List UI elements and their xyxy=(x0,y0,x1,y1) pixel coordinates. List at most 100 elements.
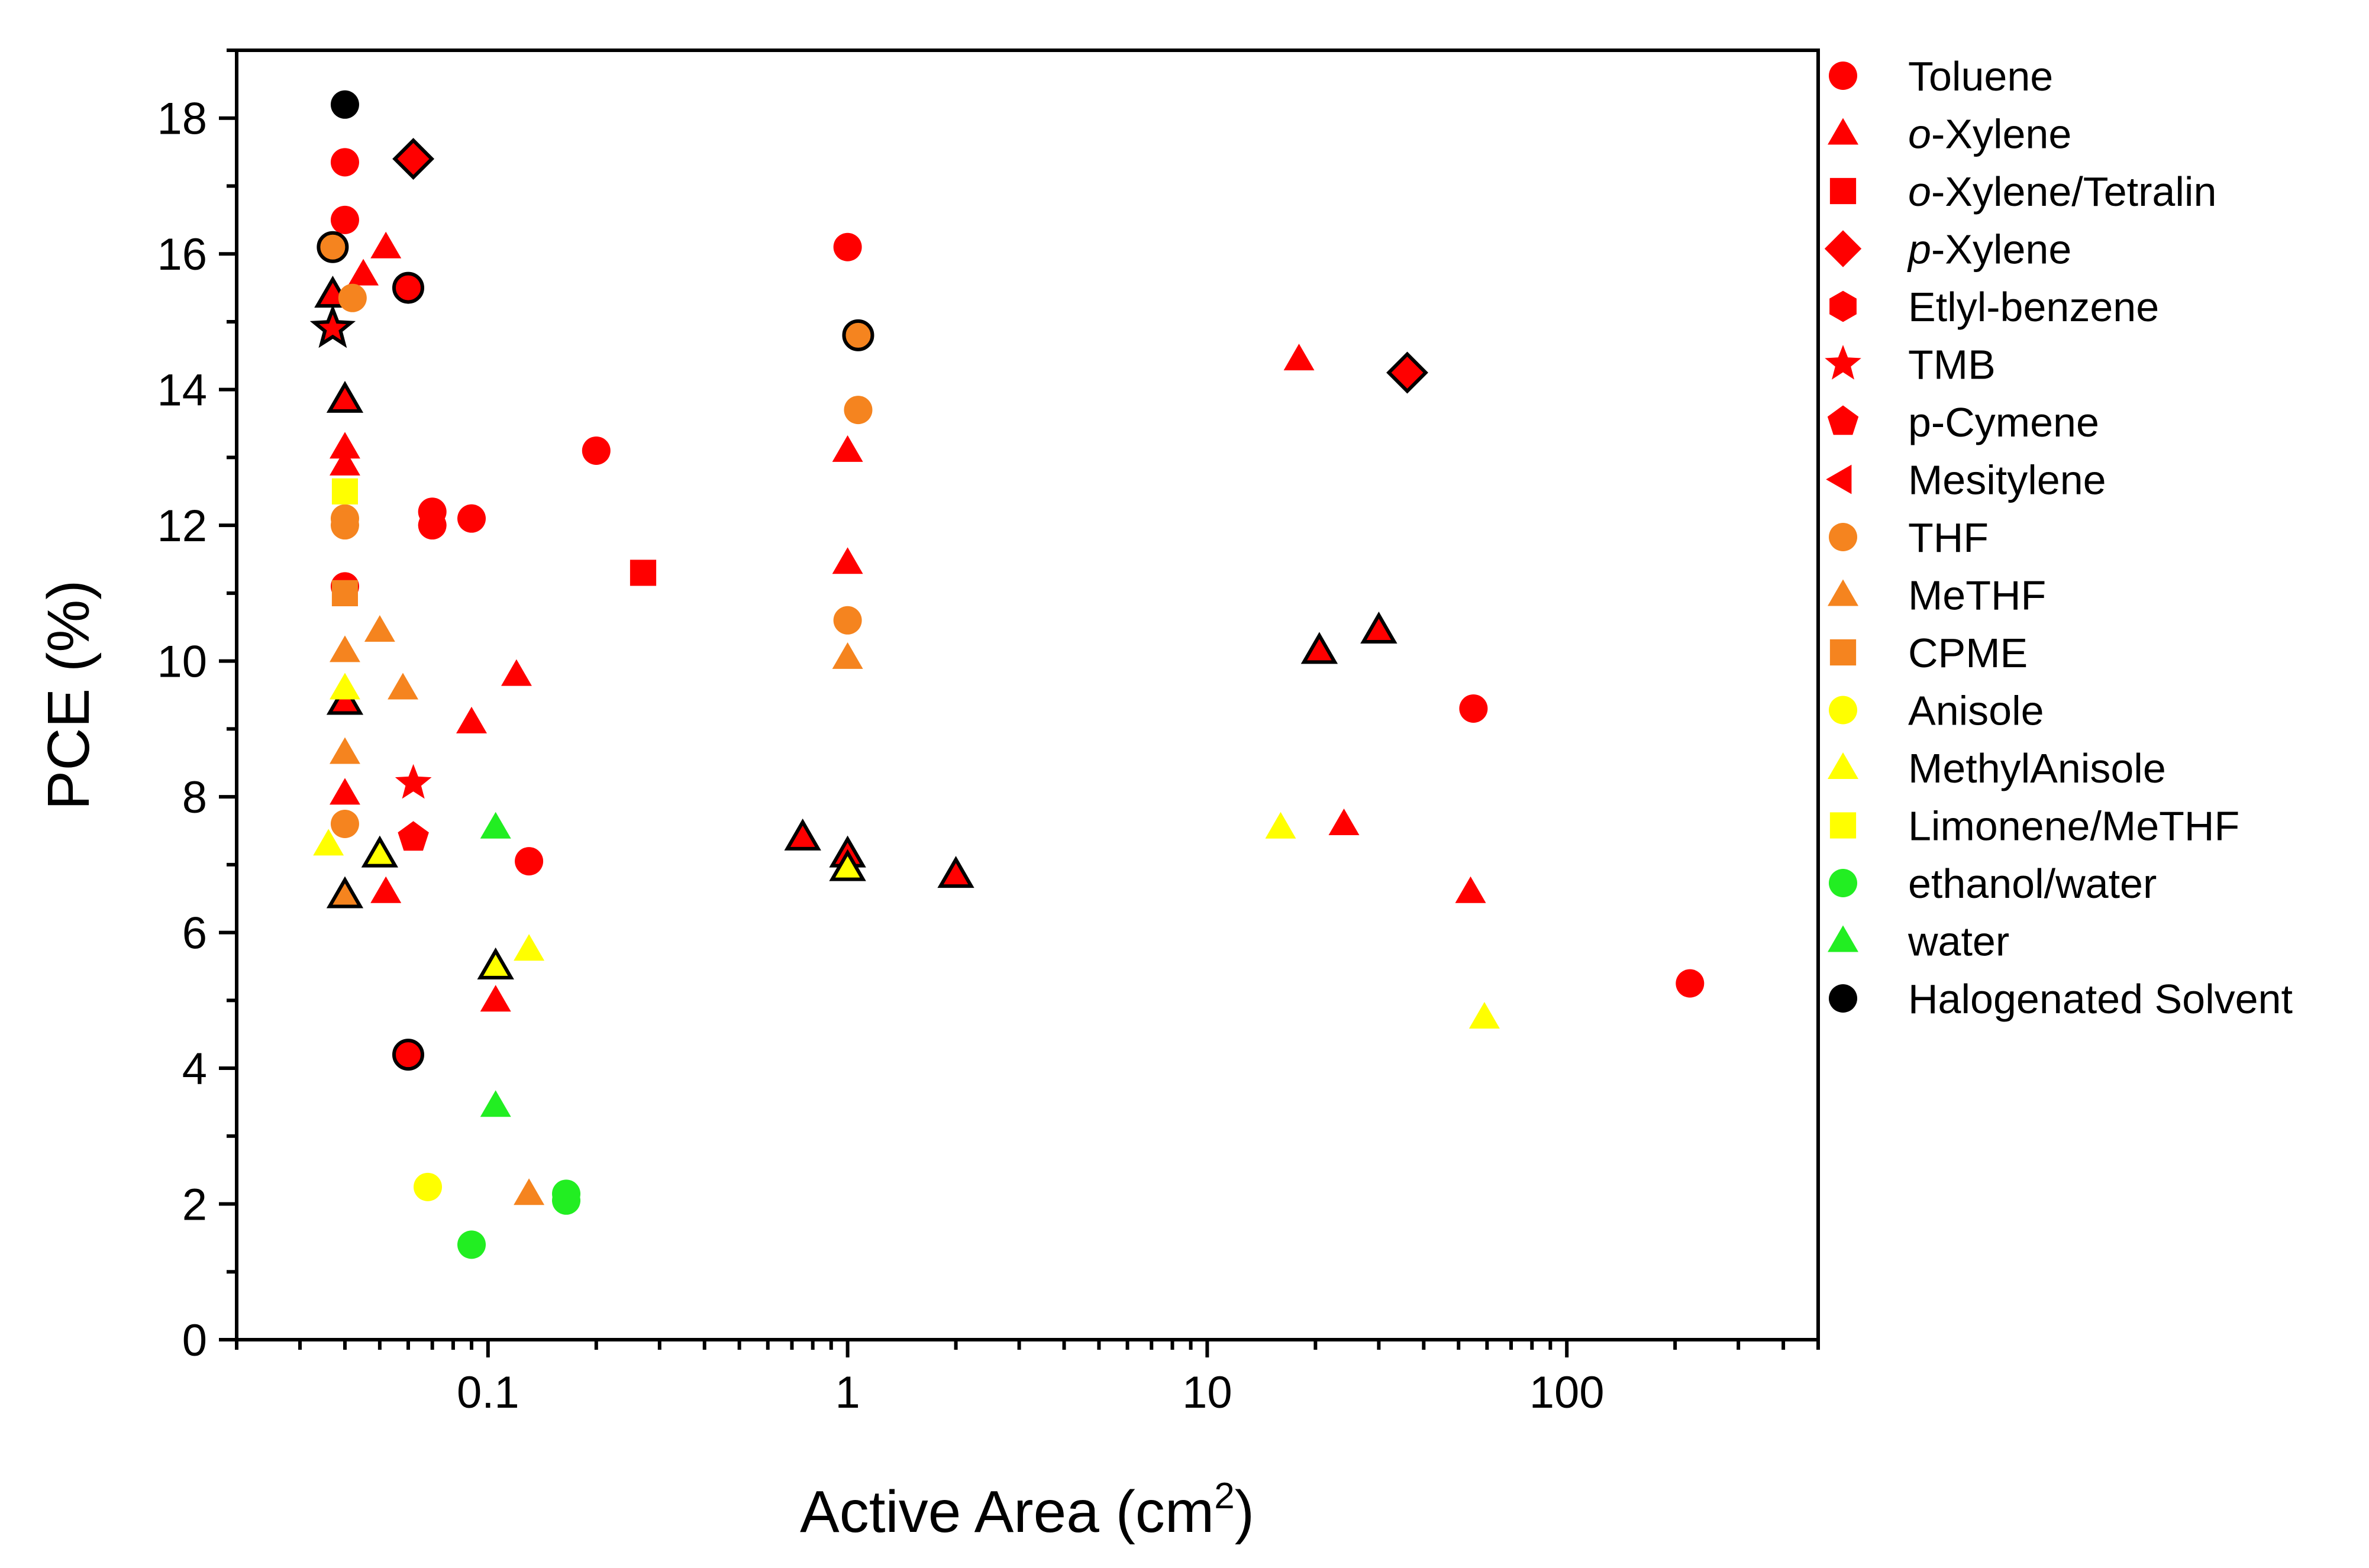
data-point-methylanisole xyxy=(1265,812,1296,839)
legend-label-italic: p xyxy=(1907,227,1931,273)
y-axis-title: PCE (%) xyxy=(35,580,102,810)
legend-marker-o-xylene xyxy=(1828,118,1858,145)
data-point-methf xyxy=(364,615,395,642)
data-point-methf xyxy=(330,737,360,764)
data-point-o-xylene xyxy=(330,778,360,805)
data-point-o-xylene xyxy=(937,856,974,888)
legend-label-methylanisole: MethylAnisole xyxy=(1908,745,2166,791)
x-axis-title-main: Active Area (cm xyxy=(800,1479,1214,1545)
data-point-o-xylene xyxy=(330,448,360,476)
legend-label-etlyl-benzene: Etlyl-benzene xyxy=(1908,284,2159,330)
data-point-methf xyxy=(832,642,863,669)
data-point-methylanisole xyxy=(361,835,398,868)
data-point-methylanisole xyxy=(477,947,514,979)
x-axis-title-close: ) xyxy=(1235,1479,1254,1545)
legend-marker-methylanisole xyxy=(1828,752,1858,779)
legend-label-p-xylene: p-Xylene xyxy=(1907,227,2071,273)
legend-marker-cpme xyxy=(1829,639,1857,666)
data-point-methylanisole xyxy=(313,829,344,856)
x-tick-label: 0.1 xyxy=(457,1367,519,1418)
x-tick-label: 100 xyxy=(1529,1367,1605,1418)
data-point-o-xylene xyxy=(1360,612,1397,644)
y-tick-label: 0 xyxy=(182,1315,207,1366)
data-point-o-xylene xyxy=(370,876,402,903)
data-point-thf xyxy=(330,810,359,838)
legend-label-halogenated-solvent: Halogenated Solvent xyxy=(1908,976,2293,1022)
legend-marker-tmb xyxy=(1825,345,1861,380)
y-tick-label: 12 xyxy=(157,501,207,551)
data-point-toluene xyxy=(392,1039,424,1071)
legend-label-cpme: CPME xyxy=(1908,630,2028,676)
x-axis-title: Active Area (cm2) xyxy=(800,1476,1254,1545)
data-point-toluene xyxy=(833,232,862,261)
x-tick-label: 1 xyxy=(835,1367,860,1418)
legend-marker-halogenated-solvent xyxy=(1829,984,1857,1013)
data-point-toluene xyxy=(330,148,359,177)
data-point-p-cymene xyxy=(398,821,429,851)
y-tick-label: 14 xyxy=(157,366,207,416)
data-point-thf xyxy=(844,396,873,425)
legend-label-ethanol-water: ethanol/water xyxy=(1908,861,2157,907)
data-point-toluene xyxy=(418,511,447,540)
legend-label-rest: -Xylene xyxy=(1931,111,2071,157)
legend-marker-ethanol-water xyxy=(1829,869,1857,897)
data-points xyxy=(309,90,1705,1259)
data-point-cpme xyxy=(331,580,358,606)
legend-marker-p-cymene xyxy=(1827,405,1859,435)
legend-label-tmb: TMB xyxy=(1908,342,1996,388)
data-point-o-xylene xyxy=(784,818,821,851)
data-point-thf xyxy=(338,283,367,312)
data-point-o-xylene xyxy=(1455,876,1486,903)
data-point-o-xylene xyxy=(1328,809,1360,835)
data-point-anisole xyxy=(414,1172,443,1201)
data-point-methylanisole xyxy=(330,673,360,700)
legend-marker-methf xyxy=(1828,579,1858,606)
y-tick-label: 18 xyxy=(157,94,207,144)
data-point-ethanol-water xyxy=(457,1230,486,1259)
data-point-o-xylene xyxy=(456,706,487,733)
legend-marker-limonene-methf xyxy=(1829,812,1857,839)
legend-marker-etlyl-benzene xyxy=(1829,290,1857,322)
data-point-toluene xyxy=(1676,969,1705,998)
data-point-methylanisole xyxy=(514,934,545,961)
legend-marker-thf xyxy=(1829,523,1857,551)
data-point-o-xylene-tetralin xyxy=(630,560,657,586)
y-tick-label: 8 xyxy=(182,772,207,823)
data-point-water xyxy=(480,1090,511,1117)
y-tick-label: 6 xyxy=(182,909,207,959)
data-point-thf xyxy=(833,606,862,635)
legend: Tolueneo-Xyleneo-Xylene/Tetralinp-Xylene… xyxy=(1824,53,2293,1022)
legend-label-o-xylene: o-Xylene xyxy=(1908,111,2071,157)
data-point-thf xyxy=(330,511,359,540)
legend-marker-anisole xyxy=(1829,696,1857,725)
y-tick-label: 16 xyxy=(157,229,207,280)
legend-label-anisole: Anisole xyxy=(1908,688,2044,734)
data-point-methf xyxy=(326,876,364,909)
data-point-thf xyxy=(317,231,349,263)
data-point-o-xylene xyxy=(348,258,379,286)
data-point-tmb xyxy=(395,764,432,799)
data-point-toluene xyxy=(515,847,544,876)
data-point-o-xylene xyxy=(501,659,532,686)
axis-ticks xyxy=(219,49,1820,1357)
legend-label-italic: o xyxy=(1908,169,1931,215)
data-point-toluene xyxy=(330,205,359,234)
data-point-o-xylene xyxy=(832,547,863,574)
data-point-p-xylene xyxy=(1386,351,1428,394)
data-point-methf xyxy=(388,673,418,700)
legend-label-limonene-methf: Limonene/MeTHF xyxy=(1908,803,2239,849)
data-point-limonene-methf xyxy=(331,478,358,505)
legend-label-p-cymene: p-Cymene xyxy=(1908,399,2099,445)
data-point-o-xylene xyxy=(1283,344,1315,371)
legend-marker-p-xylene xyxy=(1824,230,1862,267)
y-tick-label: 2 xyxy=(182,1180,207,1230)
data-point-methylanisole xyxy=(1468,1002,1500,1029)
data-point-ethanol-water xyxy=(552,1186,581,1215)
x-tick-label: 10 xyxy=(1182,1367,1232,1418)
data-point-p-xylene xyxy=(392,138,435,180)
data-point-o-xylene xyxy=(480,985,511,1012)
legend-label-italic: o xyxy=(1908,111,1931,157)
data-point-o-xylene xyxy=(326,683,364,715)
data-point-water xyxy=(480,812,511,839)
data-point-o-xylene xyxy=(1300,632,1338,664)
